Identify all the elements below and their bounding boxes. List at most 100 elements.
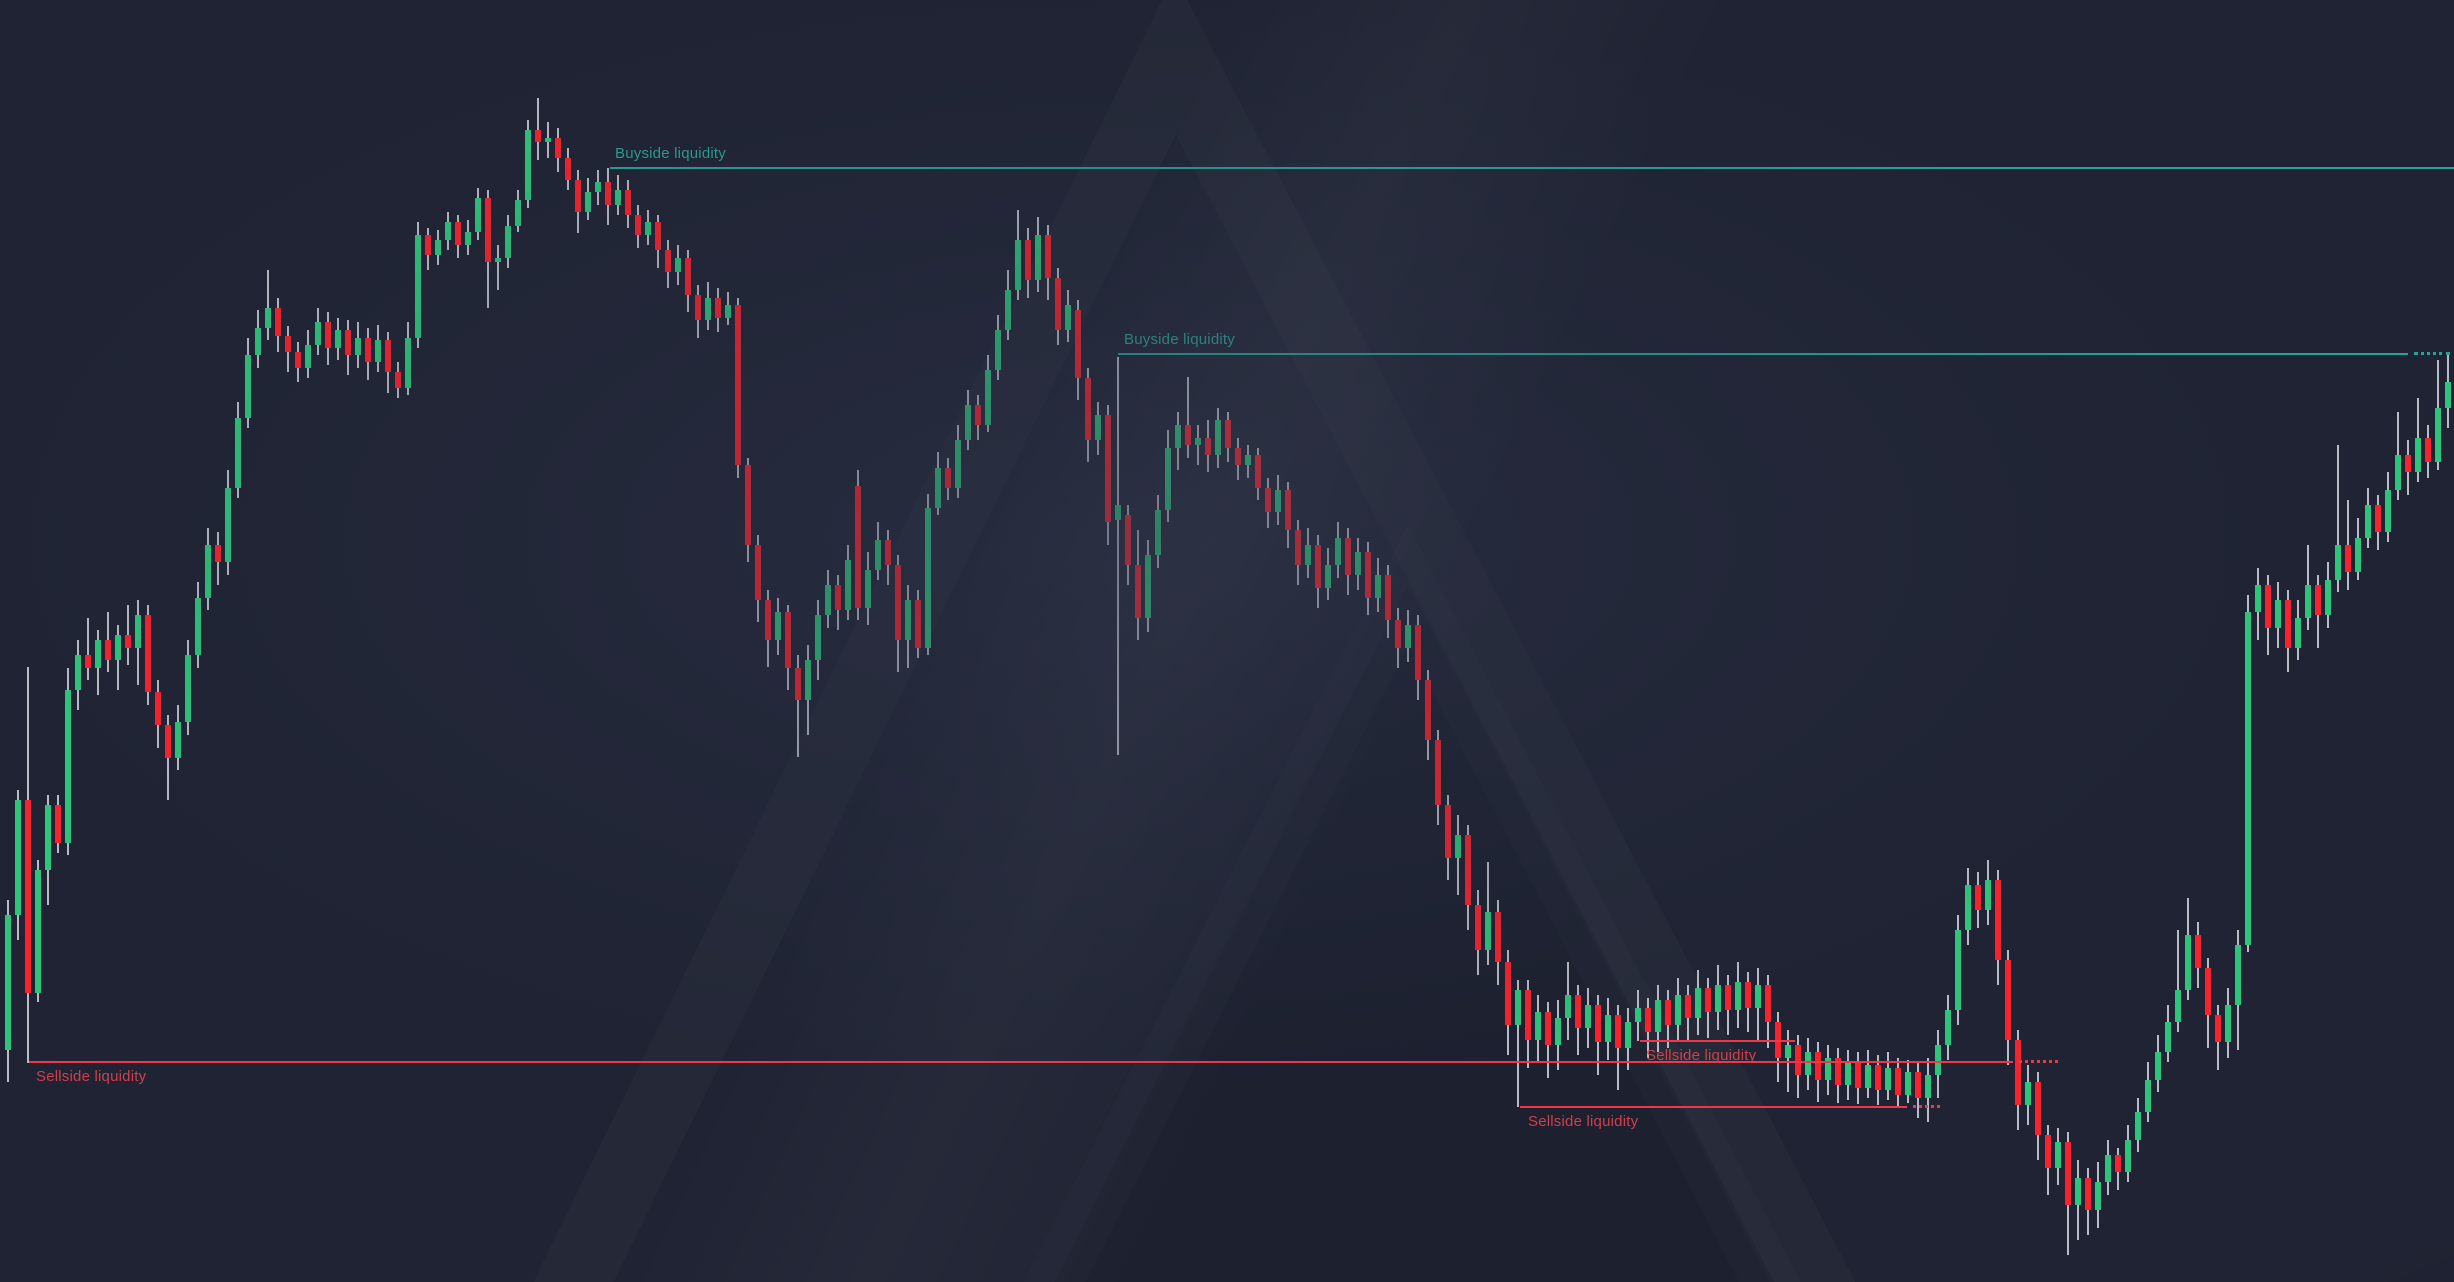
candle-body <box>1225 420 1231 448</box>
candle-body <box>2285 600 2291 648</box>
candle-body <box>1475 905 1481 950</box>
candle-body <box>2215 1015 2221 1042</box>
candle-body <box>305 345 311 368</box>
candle-body <box>225 488 231 562</box>
candle-body <box>1275 490 1281 512</box>
candle-body <box>275 308 281 336</box>
candle-body <box>505 226 511 258</box>
candle-body <box>2055 1142 2061 1168</box>
candle-wick <box>267 270 269 340</box>
candle-body <box>135 615 141 648</box>
candle-body <box>2315 585 2321 615</box>
candle-body <box>2065 1142 2071 1205</box>
candle-body <box>1625 1022 1631 1048</box>
candle-body <box>1115 505 1121 520</box>
candle-body <box>1045 235 1051 278</box>
candle-body <box>1535 1012 1541 1040</box>
candle-body <box>1295 530 1301 565</box>
candle-body <box>2015 1040 2021 1105</box>
candle-body <box>365 338 371 362</box>
candle-body <box>2085 1178 2091 1210</box>
candle-body <box>1935 1045 1941 1075</box>
candle-body <box>725 305 731 318</box>
candle-body <box>785 612 791 668</box>
candle-body <box>325 322 331 348</box>
candle-body <box>1975 885 1981 910</box>
candle-body <box>245 355 251 418</box>
candle-body <box>185 655 191 722</box>
candle-body <box>525 130 531 200</box>
candle-body <box>515 200 521 226</box>
candle-wick <box>1117 357 1119 755</box>
candle-body <box>2295 618 2301 648</box>
candle-body <box>1915 1072 1921 1098</box>
candle-body <box>115 635 121 660</box>
candle-body <box>875 540 881 570</box>
candle-body <box>855 486 861 608</box>
candle-body <box>545 138 551 142</box>
candle-body <box>1365 552 1371 598</box>
buyside-liquidity-line <box>610 167 2454 169</box>
candle-body <box>1035 235 1041 280</box>
candle-body <box>1255 455 1261 488</box>
candle-body <box>15 800 21 915</box>
candle-body <box>2325 580 2331 615</box>
candle-body <box>1885 1068 1891 1090</box>
candle-body <box>1075 310 1081 378</box>
candle-body <box>2145 1080 2151 1112</box>
candle-body <box>1095 415 1101 440</box>
candle-body <box>1785 1045 1791 1058</box>
candle-body <box>45 805 51 870</box>
candle-body <box>5 915 11 1050</box>
candle-body <box>1925 1075 1931 1098</box>
candle-body <box>1665 1000 1671 1025</box>
candle-body <box>435 240 441 255</box>
candle-body <box>905 600 911 640</box>
candle-body <box>2225 1005 2231 1042</box>
candle-body <box>295 352 301 368</box>
candle-body <box>815 615 821 660</box>
candle-wick <box>2337 445 2339 592</box>
candle-body <box>1485 912 1491 950</box>
candle-body <box>2175 990 2181 1022</box>
candle-body <box>445 222 451 240</box>
candle-body <box>2045 1135 2051 1168</box>
candle-body <box>1895 1068 1901 1095</box>
candle-body <box>55 805 61 843</box>
candle-body <box>2445 382 2451 408</box>
candle-body <box>635 215 641 235</box>
candle-body <box>2135 1112 2141 1140</box>
candle-body <box>1385 575 1391 620</box>
sellside-liquidity-label: Sellside liquidity <box>36 1068 147 1085</box>
candle-body <box>975 405 981 425</box>
buyside-liquidity-line <box>1118 353 2408 355</box>
sellside-liquidity-line <box>1520 1106 1907 1108</box>
sellside-liquidity-label: Sellside liquidity <box>1528 1113 1639 1130</box>
candle-body <box>955 440 961 488</box>
candle-body <box>1165 448 1171 510</box>
candle-body <box>1425 680 1431 740</box>
candle-body <box>1205 438 1211 455</box>
candle-body <box>1245 455 1251 465</box>
candle-body <box>255 328 261 355</box>
candle-wick <box>1517 980 1519 1107</box>
candle-body <box>945 468 951 488</box>
sellside-liquidity-line <box>29 1061 2013 1063</box>
candle-body <box>1025 240 1031 280</box>
candle-body <box>1465 835 1471 905</box>
candle-body <box>455 222 461 245</box>
sellside-liquidity-line <box>1640 1040 1795 1042</box>
candle-body <box>1055 278 1061 330</box>
candle-body <box>1595 1005 1601 1042</box>
candle-body <box>615 190 621 205</box>
candle-body <box>1195 438 1201 445</box>
candle-body <box>895 565 901 640</box>
candle-body <box>1985 880 1991 910</box>
candle-body <box>745 465 751 545</box>
candle-body <box>215 545 221 562</box>
candle-body <box>2105 1155 2111 1182</box>
candle-body <box>2205 968 2211 1015</box>
candle-body <box>575 180 581 212</box>
candle-body <box>685 258 691 295</box>
